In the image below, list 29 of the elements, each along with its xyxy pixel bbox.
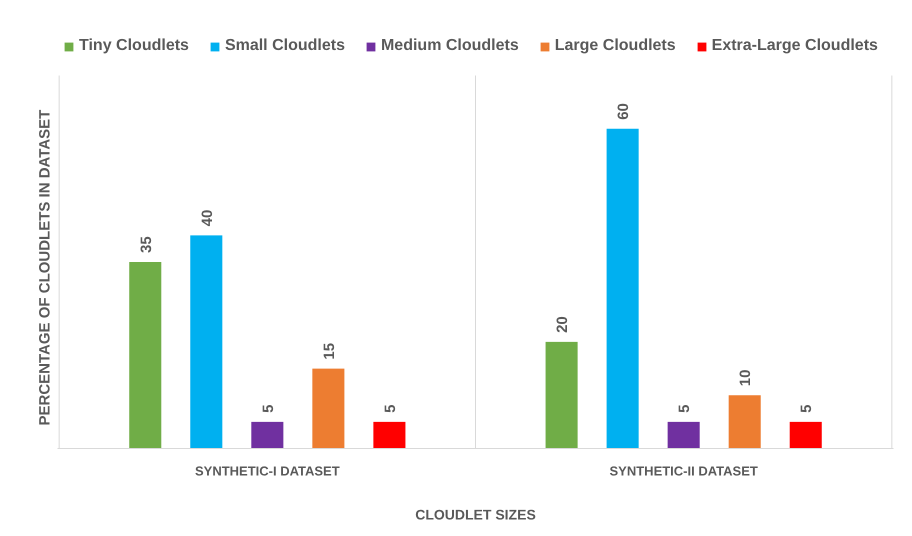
- legend-label: Small Cloudlets: [224, 37, 345, 55]
- bar: [546, 342, 578, 448]
- data-label: 40: [198, 210, 216, 226]
- bar: [790, 422, 822, 448]
- data-label: 15: [320, 342, 338, 360]
- x-tick-label: SYNTHETIC-I DATASET: [194, 464, 340, 478]
- y-axis-title: PERCENTAGE OF CLOUDLETS IN DATASET: [36, 110, 54, 426]
- bar: [728, 395, 761, 448]
- bar: [312, 368, 344, 448]
- data-label: 5: [798, 404, 816, 413]
- x-tick-label: SYNTHETIC-II DATASET: [610, 464, 758, 478]
- bar: [606, 128, 639, 448]
- bar: [373, 422, 406, 448]
- data-label: 5: [382, 404, 399, 413]
- legend-label: Medium Cloudlets: [380, 37, 519, 55]
- bar: [668, 422, 700, 448]
- legend-label: Extra-Large Cloudlets: [712, 37, 878, 55]
- bar: [190, 235, 222, 448]
- bar: [129, 262, 162, 448]
- data-label: 5: [260, 404, 277, 413]
- data-label: 35: [138, 236, 155, 253]
- legend-label: Tiny Cloudlets: [79, 37, 189, 55]
- x-axis-title: CLOUDLET SIZES: [415, 506, 536, 522]
- data-label: 60: [615, 103, 632, 120]
- data-label: 5: [676, 404, 694, 413]
- legend-label: Large Cloudlets: [554, 37, 676, 55]
- bar: [251, 422, 284, 448]
- data-label: 20: [554, 316, 572, 333]
- data-label: 10: [737, 370, 754, 386]
